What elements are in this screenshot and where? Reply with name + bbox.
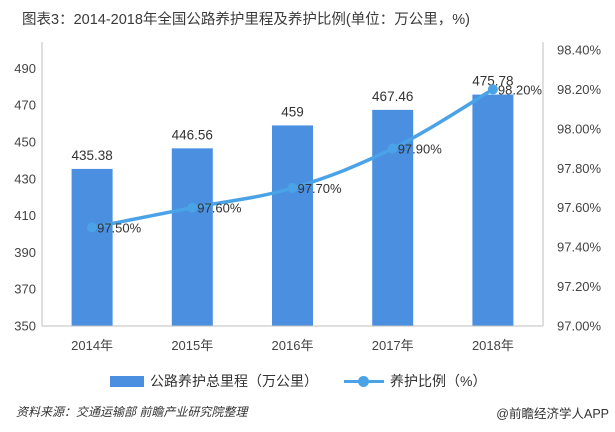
line-value-label: 97.60% bbox=[197, 201, 242, 216]
left-tick-label: 390 bbox=[14, 245, 36, 260]
x-tick-label: 2014年 bbox=[71, 338, 113, 353]
left-tick-label: 430 bbox=[14, 171, 36, 186]
right-tick-label: 98.20% bbox=[557, 82, 602, 97]
bar-value-label: 475.78 bbox=[472, 74, 513, 89]
bar-value-label: 459 bbox=[281, 104, 304, 119]
x-axis: 2014年 2015年 2016年 2017年 2018年 bbox=[42, 325, 543, 353]
line-series: 97.50% 97.60% 97.70% 97.90% 98.20% bbox=[87, 82, 542, 235]
left-tick-label: 490 bbox=[14, 61, 36, 76]
right-tick-label: 97.20% bbox=[557, 279, 602, 294]
x-tick-label: 2017年 bbox=[372, 338, 414, 353]
line-point bbox=[87, 222, 98, 233]
right-tick-label: 97.40% bbox=[557, 240, 602, 255]
line-value-label: 97.70% bbox=[298, 181, 343, 196]
bar-series bbox=[71, 94, 514, 327]
x-tick-label: 2018年 bbox=[472, 338, 514, 353]
bar bbox=[71, 168, 113, 326]
line-point bbox=[187, 202, 198, 213]
right-tick-label: 98.40% bbox=[557, 43, 602, 58]
right-y-axis: 97.00% 97.20% 97.40% 97.60% 97.80% 98.00% 98.2… bbox=[542, 42, 602, 334]
line-point bbox=[387, 143, 398, 154]
left-y-axis: 350 370 390 410 430 450 470 490 bbox=[14, 42, 43, 334]
left-tick-label: 470 bbox=[14, 98, 36, 113]
line-value-label: 97.90% bbox=[398, 142, 443, 157]
chart-title: 图表3：2014-2018年全国公路养护里程及养护比例(单位：万公里，%) bbox=[22, 12, 470, 28]
line-value-label: 98.20% bbox=[498, 82, 543, 97]
right-tick-label: 97.60% bbox=[557, 200, 602, 215]
line-point bbox=[487, 84, 498, 95]
line-value-label: 97.50% bbox=[97, 220, 142, 235]
brand-credit: @前瞻经济学人APP bbox=[496, 407, 609, 421]
left-tick-label: 450 bbox=[14, 135, 36, 150]
left-tick-label: 350 bbox=[14, 319, 36, 334]
legend-bar-swatch bbox=[110, 375, 144, 387]
legend-item-bar: 公路养护总里程（万公里） bbox=[110, 371, 318, 391]
legend-bar-label: 公路养护总里程（万公里） bbox=[150, 373, 318, 389]
x-tick-label: 2015年 bbox=[171, 338, 213, 353]
bar-value-label: 435.38 bbox=[71, 148, 112, 163]
legend-line-swatch bbox=[344, 375, 384, 387]
right-tick-label: 97.80% bbox=[557, 161, 602, 176]
left-tick-label: 410 bbox=[14, 208, 36, 223]
bar-data-labels: 435.38 446.56 459 467.46 475.78 bbox=[71, 74, 513, 163]
bar bbox=[171, 148, 213, 326]
legend-item-line: 养护比例（%） bbox=[344, 371, 486, 391]
bar bbox=[472, 94, 514, 327]
bar-value-label: 467.46 bbox=[372, 89, 413, 104]
right-tick-label: 97.00% bbox=[557, 319, 602, 334]
legend-line-label: 养护比例（%） bbox=[390, 373, 487, 389]
right-tick-label: 98.00% bbox=[557, 121, 602, 136]
bar bbox=[272, 125, 313, 326]
x-tick-label: 2016年 bbox=[272, 338, 314, 353]
source-note: 资料来源：交通运输部 前瞻产业研究院整理 bbox=[16, 405, 248, 419]
line-point bbox=[287, 183, 298, 193]
legend: 公路养护总里程（万公里） 养护比例（%） bbox=[0, 371, 615, 391]
bar-value-label: 446.56 bbox=[172, 127, 213, 142]
left-tick-label: 370 bbox=[14, 282, 36, 297]
